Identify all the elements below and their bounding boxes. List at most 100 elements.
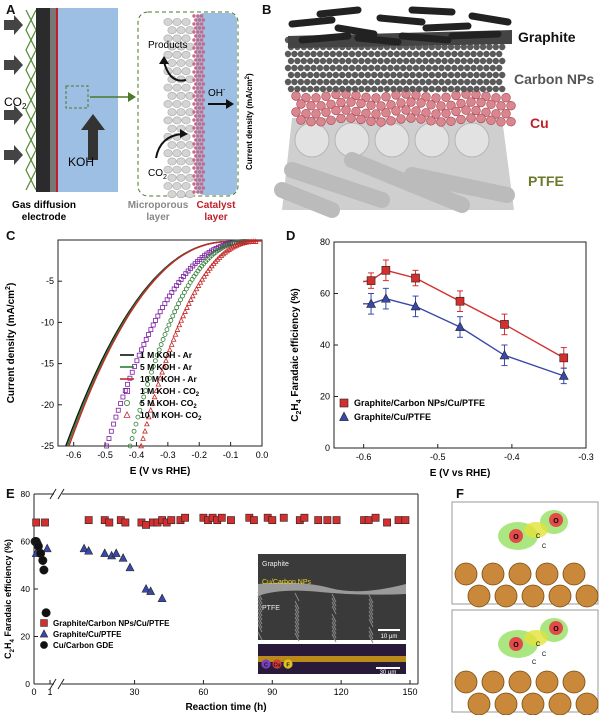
panel-f-label: F — [456, 486, 464, 501]
catalyst-particle — [197, 42, 202, 46]
series-point — [153, 318, 158, 323]
micro-particle — [185, 173, 195, 182]
catalyst-particle — [197, 178, 202, 182]
oh-label: OH- — [208, 87, 226, 99]
carbon-np — [473, 71, 480, 79]
products-curved-arrow-icon — [163, 61, 187, 82]
sem-texture — [257, 619, 263, 629]
series-point — [162, 332, 168, 337]
micro-particle — [167, 42, 177, 51]
data-point — [142, 520, 150, 529]
eds-element-label: Cu — [273, 663, 280, 669]
sem-texture — [368, 594, 374, 604]
chart-d-faradaic-vs-potential: -0.6 -0.5 -0.4 -0.3 0 20 40 60 80 E (V vs RHE) C2H… — [290, 237, 594, 479]
carbon-np — [479, 71, 487, 79]
micro-particle — [185, 190, 195, 199]
series-point — [135, 414, 141, 420]
sem-texture — [294, 592, 300, 602]
carbon-np — [310, 78, 317, 86]
o-atom — [549, 621, 563, 635]
cu-particle — [451, 106, 461, 117]
micro-particle — [181, 34, 191, 43]
micro-particle — [176, 42, 186, 51]
catalyst-particle — [194, 90, 198, 94]
plot-frame — [57, 239, 263, 447]
carbon-np — [377, 57, 384, 65]
carbon-np — [377, 71, 384, 79]
catalyst-particle — [197, 122, 202, 126]
micro-particle — [176, 190, 186, 199]
series-point — [106, 436, 112, 441]
data-point — [100, 548, 110, 557]
sem-inset: Graphite Cu/Carbon NPs PTFE 10 µm C Cu F 30 µm — [257, 554, 406, 676]
data-point — [300, 513, 309, 522]
graphite-flake — [298, 32, 352, 44]
series-point — [137, 407, 143, 413]
series-point — [143, 337, 149, 342]
series-point — [157, 309, 163, 315]
catalyst-particle — [194, 186, 198, 190]
micro-particle — [185, 26, 195, 35]
series-point — [154, 352, 160, 358]
carbon-np — [348, 50, 356, 58]
catalyst-particle — [201, 18, 206, 22]
series-point — [222, 249, 229, 255]
panel-e-label: E — [6, 486, 15, 501]
cu-atom — [548, 692, 572, 715]
carbon-np — [316, 50, 324, 58]
micro-particle — [163, 100, 173, 108]
series-point — [183, 286, 189, 292]
catalyst-particle — [197, 186, 202, 190]
series-0 — [362, 259, 569, 369]
carbon-np — [422, 71, 429, 79]
micro-particle — [167, 59, 177, 67]
series-point — [201, 273, 208, 279]
sem-cu-label: Cu/Carbon NPs — [262, 579, 312, 586]
series-point — [172, 309, 178, 315]
sem-texture — [331, 621, 337, 631]
data-point — [141, 584, 151, 593]
cu-particle — [361, 92, 371, 103]
chart-e-stability: 0 1 30 60 90 120 150 0 20 40 60 80 Reaction time (h)… — [3, 488, 419, 713]
carbon-np — [364, 71, 371, 79]
micro-particle — [181, 116, 191, 125]
cu-particle — [391, 106, 401, 116]
charge-density — [524, 630, 548, 646]
carbon-np — [409, 57, 416, 65]
sem-texture — [257, 607, 263, 617]
cu-particle — [366, 100, 376, 111]
charge-density — [524, 522, 548, 538]
catalyst-particle — [201, 186, 206, 190]
carbon-np — [422, 85, 429, 93]
catalyst-particle — [194, 58, 198, 62]
catalyst-particle — [196, 118, 200, 122]
carbon-np — [358, 85, 365, 93]
cu-particle — [446, 100, 456, 111]
catalyst-particle — [192, 190, 196, 194]
series-point — [218, 252, 225, 258]
x-tick-label: -0.5 — [430, 452, 446, 462]
carbon-np — [304, 64, 311, 72]
sem-texture — [331, 617, 337, 627]
atom-label: C — [536, 642, 541, 648]
catalyst-particle — [197, 66, 202, 70]
micro-particle — [167, 157, 177, 166]
cu-particle — [381, 108, 391, 118]
catalyst-particle — [194, 98, 198, 102]
chart-c-lsv: -0.6 -0.5 -0.4 -0.3 -0.2 -0.1 0.0 -5 -10 -15 -20 -2… — [5, 238, 268, 477]
carbon-np — [451, 50, 458, 58]
cu-atom — [481, 670, 505, 694]
catalyst-particle — [192, 118, 196, 122]
carbon-np — [307, 57, 314, 65]
carbon-np — [400, 64, 407, 72]
catalyst-particle — [192, 14, 196, 18]
series-2 — [68, 240, 263, 447]
micro-particle — [176, 157, 186, 166]
data-point — [410, 300, 421, 311]
carbon-np — [489, 78, 496, 86]
legend-label: 10 M KOH - Ar — [140, 374, 198, 384]
carbon-np — [441, 57, 448, 65]
carbon-np — [297, 50, 304, 58]
catalyst-particle — [196, 102, 200, 106]
carbon-np — [444, 50, 452, 58]
